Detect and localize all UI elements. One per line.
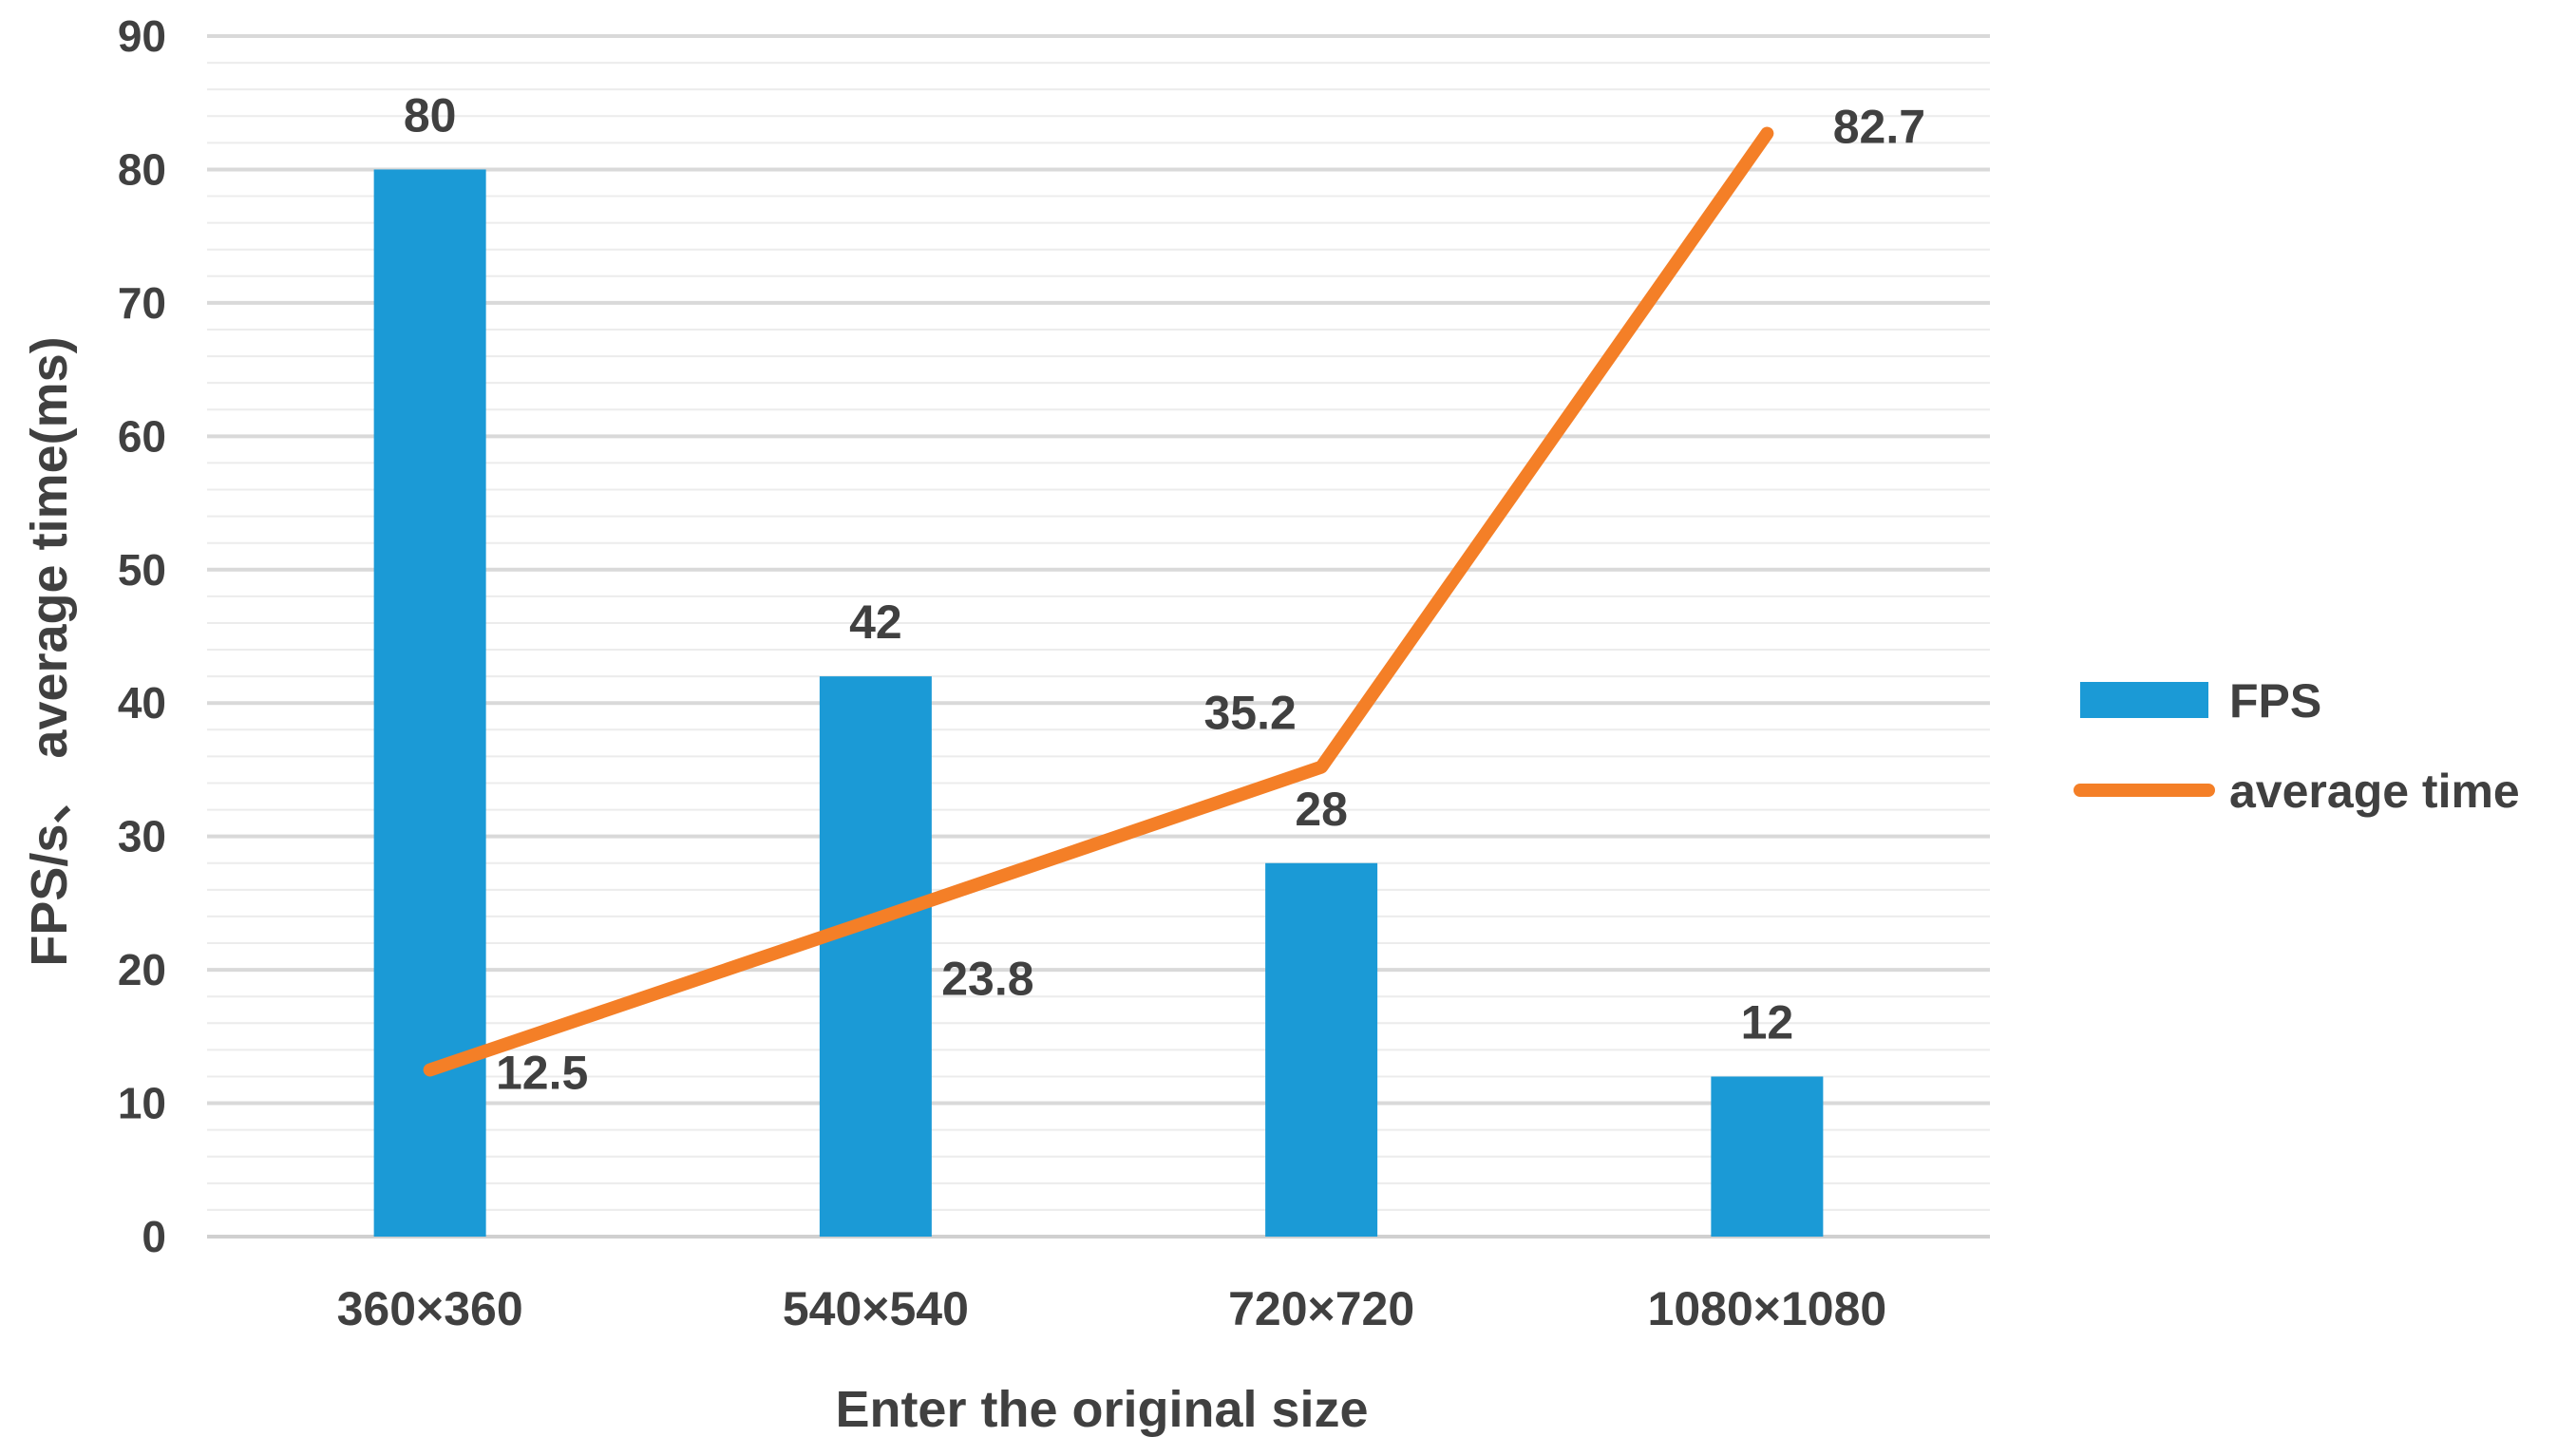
fps-bar [819, 676, 932, 1237]
fps-bars [373, 169, 1824, 1237]
x-tick-label: 360×360 [337, 1282, 523, 1335]
fps-data-label: 12 [1741, 995, 1794, 1049]
y-tick-label: 90 [118, 11, 166, 61]
y-tick-label: 40 [118, 678, 166, 728]
average-time-data-label: 82.7 [1833, 101, 1925, 154]
average-time-data-label: 12.5 [496, 1046, 588, 1099]
legend-fps-label: FPS [2229, 674, 2321, 728]
y-tick-label: 60 [118, 411, 166, 461]
y-tick-label: 50 [118, 545, 166, 595]
average-time-data-label: 23.8 [941, 953, 1033, 1006]
fps-data-label: 80 [404, 88, 457, 142]
fps-bar [373, 169, 486, 1237]
average-time-data-label: 35.2 [1203, 687, 1296, 740]
fps-data-label: 42 [849, 596, 902, 649]
average-time-line [423, 126, 1774, 1077]
x-tick-label: 1080×1080 [1648, 1282, 1887, 1335]
fps-bar [1265, 862, 1378, 1237]
fps-data-label: 28 [1295, 783, 1348, 836]
fps-bar [1711, 1076, 1824, 1237]
x-tick-labels: 360×360 540×540 720×720 1080×1080 [337, 1282, 1887, 1335]
x-tick-label: 540×540 [783, 1282, 969, 1335]
legend: FPS average time [2074, 674, 2520, 818]
y-tick-label: 10 [118, 1079, 166, 1128]
legend-fps-swatch [2080, 682, 2208, 718]
y-tick-label: 80 [118, 144, 166, 194]
x-axis-title: Enter the original size [835, 1381, 1368, 1438]
y-tick-labels: 0 10 20 30 40 50 60 70 80 90 [118, 11, 166, 1261]
y-tick-label: 30 [118, 812, 166, 861]
y-tick-label: 0 [142, 1212, 166, 1261]
y-axis-title: FPS/s、 average time(ms) [21, 336, 78, 966]
y-tick-label: 20 [118, 945, 166, 994]
legend-average-time-label: average time [2229, 765, 2520, 818]
data-labels: 80 42 28 12 12.5 23.8 35.2 82.7 [404, 88, 1925, 1099]
y-tick-label: 70 [118, 278, 166, 328]
average-time-series-line [423, 126, 1774, 1077]
x-tick-label: 720×720 [1228, 1282, 1414, 1335]
